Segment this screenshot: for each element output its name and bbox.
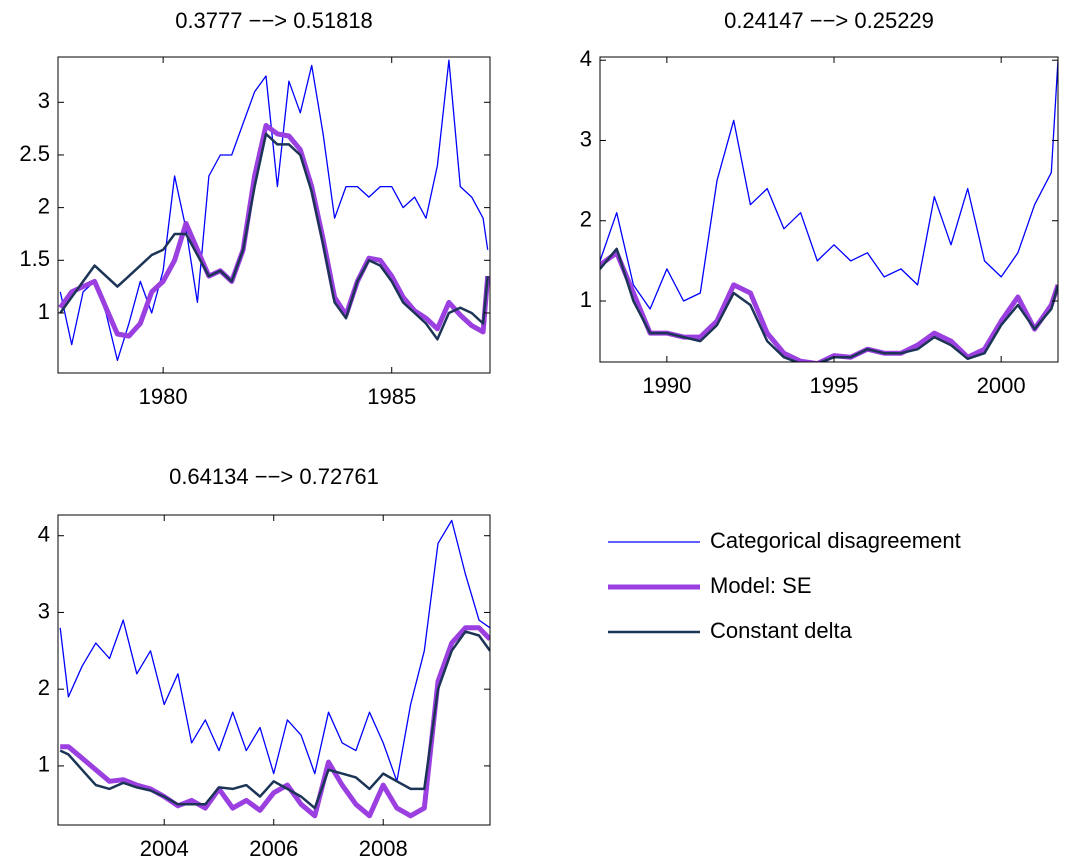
x-tick-label: 2008	[359, 836, 408, 861]
series-line	[60, 625, 490, 819]
series-line	[600, 60, 1058, 310]
x-tick-label: 2006	[249, 836, 298, 861]
y-tick-label: 4	[580, 46, 592, 71]
legend-label: Model: SE	[710, 573, 812, 598]
legend-label: Categorical disagreement	[710, 528, 961, 553]
axes-frame	[599, 56, 1059, 363]
y-tick-label: 3	[580, 126, 592, 151]
x-tick-label: 1995	[810, 373, 859, 398]
x-tick-label: 1985	[367, 384, 416, 409]
y-tick-label: 1	[38, 299, 50, 324]
y-tick-label: 2	[38, 193, 50, 218]
x-tick-label: 2000	[977, 373, 1026, 398]
y-tick-label: 3	[38, 88, 50, 113]
y-tick-label: 1.5	[19, 246, 50, 271]
chart-title: 0.24147 −−> 0.25229	[724, 8, 934, 33]
series-line	[59, 59, 489, 362]
legend-label: Constant delta	[710, 618, 853, 643]
series-line	[58, 123, 490, 339]
y-tick-label: 1	[580, 287, 592, 312]
x-tick-label: 1990	[642, 373, 691, 398]
chart-title: 0.64134 −−> 0.72761	[169, 464, 379, 489]
series-line	[59, 132, 489, 341]
series-line	[59, 519, 490, 782]
plot-area	[600, 60, 1058, 362]
y-tick-label: 2	[38, 675, 50, 700]
y-tick-label: 4	[38, 522, 50, 547]
plot-area	[59, 519, 490, 819]
chart-title: 0.3777 −−> 0.51818	[175, 8, 373, 33]
series-line	[59, 630, 490, 810]
y-tick-label: 3	[38, 598, 50, 623]
y-tick-label: 2.5	[19, 141, 50, 166]
x-tick-label: 1980	[139, 384, 188, 409]
y-tick-label: 2	[580, 207, 592, 232]
plot-area	[58, 59, 490, 362]
x-tick-label: 2004	[140, 836, 189, 861]
y-tick-label: 1	[38, 752, 50, 777]
axes-frame	[57, 56, 491, 374]
